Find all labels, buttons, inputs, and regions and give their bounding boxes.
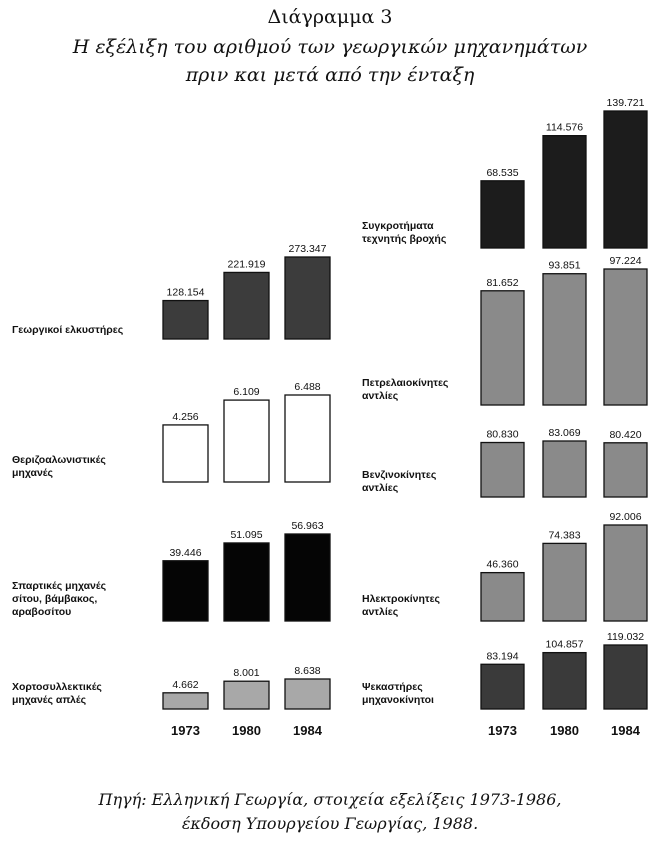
- category-label: Συγκροτήματα: [362, 220, 434, 232]
- data-label: 92.006: [609, 511, 641, 523]
- data-label: 104.857: [546, 639, 584, 651]
- data-label: 139.721: [607, 97, 645, 109]
- category-label: Ηλεκτροκίνητες: [362, 593, 441, 605]
- data-label: 83.069: [548, 427, 580, 439]
- bar: [542, 135, 587, 249]
- bar: [480, 180, 525, 249]
- category-label: Βενζινοκίνητες: [362, 469, 437, 481]
- source-line2: έκδοση Υπουργείου Γεωργίας, 1988.: [181, 814, 479, 833]
- bar: [162, 424, 209, 483]
- data-label: 8.638: [294, 665, 320, 677]
- bar: [542, 273, 587, 406]
- data-label: 80.420: [609, 429, 641, 441]
- data-label: 8.001: [233, 667, 259, 679]
- data-label: 128.154: [167, 287, 205, 299]
- chart-subtitle-line1: Η εξέλιξη του αριθμού των γεωργικών μηχα…: [72, 36, 588, 58]
- category-label: σίτου, βάμβακος,: [12, 593, 97, 605]
- data-label: 51.095: [230, 529, 262, 541]
- category-label: Χορτοσυλλεκτικές: [12, 681, 102, 693]
- year-tick-label: 1984: [293, 723, 323, 738]
- data-label: 80.830: [486, 429, 518, 441]
- category-label: τεχνητής βροχής: [362, 233, 447, 245]
- data-label: 93.851: [548, 260, 580, 272]
- year-tick-label: 1980: [232, 723, 261, 738]
- bar: [603, 268, 648, 406]
- bar: [603, 442, 648, 498]
- bar: [284, 394, 331, 483]
- bar: [162, 692, 209, 710]
- category-label: αραβοσίτου: [12, 606, 71, 618]
- data-label: 4.256: [172, 411, 198, 423]
- category-label: μηχανές απλές: [12, 694, 87, 706]
- bar: [284, 678, 331, 710]
- category-label: μηχανές: [12, 467, 54, 479]
- category-label: Ψεκαστήρες: [362, 681, 423, 693]
- data-label: 39.446: [169, 547, 201, 559]
- bar: [284, 533, 331, 622]
- bar: [223, 399, 270, 483]
- bar: [223, 271, 270, 340]
- data-label: 114.576: [546, 122, 583, 134]
- data-label: 6.488: [294, 381, 320, 393]
- bar: [603, 644, 648, 710]
- data-label: 221.919: [228, 258, 266, 270]
- category-label: Σπαρτικές μηχανές: [12, 580, 107, 592]
- data-label: 56.963: [291, 520, 323, 532]
- year-tick-label: 1973: [171, 723, 200, 738]
- category-label: αντλίες: [362, 390, 399, 402]
- category-label: αντλίες: [362, 482, 399, 494]
- data-label: 6.109: [233, 386, 259, 398]
- data-label: 97.224: [609, 255, 641, 267]
- bar: [162, 299, 209, 340]
- bar: [223, 680, 270, 710]
- bar: [542, 651, 587, 710]
- data-label: 83.194: [486, 650, 518, 662]
- bar: [603, 524, 648, 622]
- bar: [480, 663, 525, 710]
- data-label: 119.032: [607, 631, 644, 643]
- category-label: αντλίες: [362, 606, 399, 618]
- bar: [480, 571, 525, 622]
- bar: [480, 441, 525, 498]
- bar: [162, 560, 209, 622]
- category-label: Γεωργικοί ελκυστήρες: [12, 324, 124, 336]
- data-label: 273.347: [289, 243, 327, 255]
- bar: [480, 290, 525, 406]
- category-label: μηχανοκίνητοι: [362, 694, 434, 706]
- data-label: 4.662: [172, 679, 198, 691]
- bar: [542, 440, 587, 498]
- bar: [223, 542, 270, 622]
- category-label: Πετρελαιοκίνητες: [362, 377, 449, 389]
- data-label: 74.383: [548, 529, 580, 541]
- bar: [284, 256, 331, 340]
- data-label: 68.535: [486, 167, 518, 179]
- bar: [603, 110, 648, 249]
- bar: [542, 542, 587, 622]
- year-tick-label: 1973: [488, 723, 517, 738]
- data-label: 81.652: [486, 277, 518, 289]
- data-label: 46.360: [486, 559, 518, 571]
- category-label: Θεριζοαλωνιστικές: [12, 454, 106, 466]
- chart-subtitle-line2: πριν και μετά από την ένταξη: [185, 64, 475, 86]
- source-line1: Πηγή: Ελληνική Γεωργία, στοιχεία εξελίξε…: [98, 790, 562, 809]
- year-tick-label: 1980: [550, 723, 579, 738]
- chart-title: Διάγραμμα 3: [267, 6, 393, 28]
- year-tick-label: 1984: [611, 723, 641, 738]
